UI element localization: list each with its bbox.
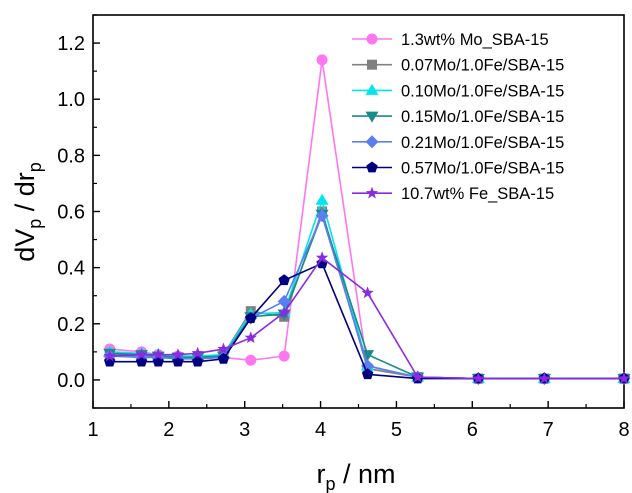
legend-swatch-marker [366, 33, 378, 45]
series-point [245, 312, 257, 324]
x-tick-label: 4 [315, 419, 326, 441]
series-point [411, 370, 424, 383]
x-axis-title-unit: / nm [336, 459, 396, 489]
series [104, 54, 630, 385]
axis-ticks: 1 2 3 4 5 6 7 8 0.0 0.2 0.4 0.6 0.8 1.0 1.2 [57, 14, 630, 441]
y-tick-label: 0.2 [57, 314, 85, 336]
legend-label: 10.7wt% Fe_SBA-15 [401, 185, 554, 203]
series-point [278, 350, 290, 362]
y-axis-title-part-1: dV [10, 229, 40, 262]
y-tick-label: 1.0 [57, 89, 85, 111]
series-point [245, 354, 257, 366]
legend: 1.3wt% Mo_SBA-15 0.07Mo/1.0Fe/SBA-15 0.10M… [352, 31, 564, 203]
legend-swatch-marker [367, 59, 377, 70]
legend-item: 10.7wt% Fe_SBA-15 [352, 185, 554, 203]
series-point [315, 251, 329, 264]
y-axis-title: dVp / drp [10, 162, 45, 262]
y-tick-label: 0.8 [57, 145, 85, 167]
series-point [135, 348, 148, 360]
legend-label: 0.15Mo/1.0Fe/SBA-15 [401, 108, 564, 126]
series-point [361, 368, 374, 380]
series-point [103, 349, 116, 362]
legend-swatch-marker [366, 161, 378, 173]
x-axis-title: rp / nm [316, 459, 395, 493]
y-tick-label: 0.0 [57, 370, 85, 392]
y-axis-title-part-3: / dr [10, 172, 40, 219]
series-point [361, 286, 374, 299]
series-point [277, 294, 291, 308]
legend-item: 0.07Mo/1.0Fe/SBA-15 [352, 57, 564, 75]
legend-swatch-marker [365, 135, 379, 149]
series-point [217, 342, 230, 355]
legend-swatch-marker [365, 186, 379, 199]
series-point [191, 355, 204, 367]
legend-item: 0.10Mo/1.0Fe/SBA-15 [352, 82, 564, 100]
series-point [316, 54, 328, 66]
legend-label: 0.21Mo/1.0Fe/SBA-15 [401, 134, 564, 152]
legend-label: 0.10Mo/1.0Fe/SBA-15 [401, 82, 564, 100]
y-axis-title-part-2: p [25, 219, 45, 229]
series-point [361, 359, 375, 373]
x-tick-label: 3 [239, 419, 250, 441]
series-point [315, 209, 329, 223]
legend-item: 0.57Mo/1.0Fe/SBA-15 [352, 160, 564, 178]
x-tick-label: 8 [618, 419, 629, 441]
series-point [244, 331, 257, 344]
x-tick-label: 1 [87, 419, 98, 441]
x-axis-title-main: r [316, 459, 325, 489]
series-point [315, 193, 329, 205]
y-tick-label: 0.4 [57, 258, 85, 280]
series-point [278, 274, 290, 286]
legend-label: 0.07Mo/1.0Fe/SBA-15 [401, 57, 564, 75]
series-point [472, 372, 485, 384]
y-tick-label: 1.2 [57, 33, 85, 55]
x-axis-title-subscript: p [325, 474, 335, 493]
legend-label: 1.3wt% Mo_SBA-15 [401, 31, 549, 49]
y-axis-title-part-4: p [25, 162, 45, 172]
data-series [103, 54, 631, 386]
legend-item: 1.3wt% Mo_SBA-15 [352, 31, 549, 49]
series-point [191, 346, 204, 359]
legend-swatch-marker [365, 111, 379, 123]
series-point [277, 306, 291, 318]
x-tick-label: 6 [467, 419, 478, 441]
series-point [152, 348, 165, 360]
series-point [538, 372, 551, 384]
series [103, 251, 631, 384]
series-point [171, 348, 185, 360]
legend-swatch-marker [365, 83, 379, 95]
legend-item: 0.21Mo/1.0Fe/SBA-15 [352, 134, 564, 152]
x-tick-label: 5 [391, 419, 402, 441]
legend-label: 0.57Mo/1.0Fe/SBA-15 [401, 160, 564, 178]
x-tick-label: 7 [543, 419, 554, 441]
y-tick-label: 0.6 [57, 202, 85, 224]
x-tick-label: 2 [163, 419, 174, 441]
legend-item: 0.15Mo/1.0Fe/SBA-15 [352, 108, 564, 126]
series-point [217, 352, 230, 364]
series-point [617, 372, 631, 384]
